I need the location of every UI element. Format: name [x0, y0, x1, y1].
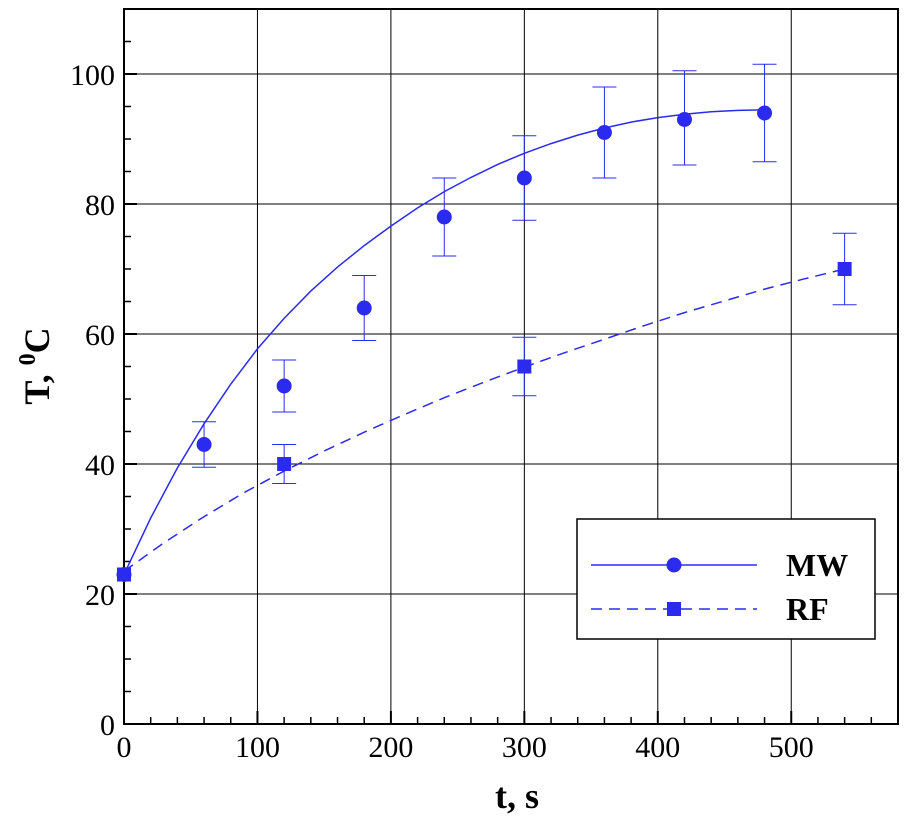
y-tick-label: 60 [85, 319, 115, 352]
mw-point [676, 112, 692, 127]
x-tick-label: 300 [502, 731, 547, 764]
rf-point [837, 262, 852, 276]
mw-point [196, 437, 212, 452]
minor-ticks [124, 40, 873, 724]
y-axis-title-superscript: 0 [15, 353, 41, 365]
mw-point [436, 209, 452, 225]
mw-point [596, 125, 612, 140]
y-tick-label: 0 [100, 709, 115, 742]
legend-mw-label: MW [786, 547, 848, 583]
y-tick-label: 100 [70, 59, 115, 92]
legend-box [576, 518, 876, 640]
x-tick-label: 0 [117, 731, 132, 764]
y-tick-label: 80 [85, 189, 115, 222]
grid [124, 9, 898, 724]
series-layer [124, 109, 845, 575]
rf-point [117, 567, 131, 582]
legend-rf-label: RF [786, 591, 829, 627]
legend-mw-marker [666, 557, 682, 573]
x-tick-label: 500 [769, 731, 814, 764]
y-tick-label: 20 [85, 579, 115, 612]
x-axis-title: t, s [495, 776, 539, 816]
mw-point [356, 300, 372, 316]
x-tick-label: 400 [635, 731, 680, 764]
x-axis: 0 100 200 300 400 500 [117, 711, 814, 764]
x-tick-label: 200 [368, 731, 413, 764]
y-axis-title: T, 0C [15, 327, 57, 404]
y-axis-title-main: T, [17, 365, 57, 404]
y-axis-title-unit: C [17, 327, 57, 353]
legend: MW RF [576, 518, 876, 640]
legend-rf-marker [667, 602, 681, 616]
y-axis: 0 20 40 60 80 100 [70, 59, 137, 742]
rf-point [277, 457, 292, 471]
marker-layer [116, 63, 857, 582]
plot-frame [123, 8, 899, 725]
mw-point [516, 170, 532, 186]
y-tick-label: 40 [85, 449, 115, 482]
x-tick-label: 100 [235, 731, 280, 764]
mw-point [757, 105, 773, 121]
mw-point [276, 378, 292, 394]
rf-point [517, 359, 532, 374]
